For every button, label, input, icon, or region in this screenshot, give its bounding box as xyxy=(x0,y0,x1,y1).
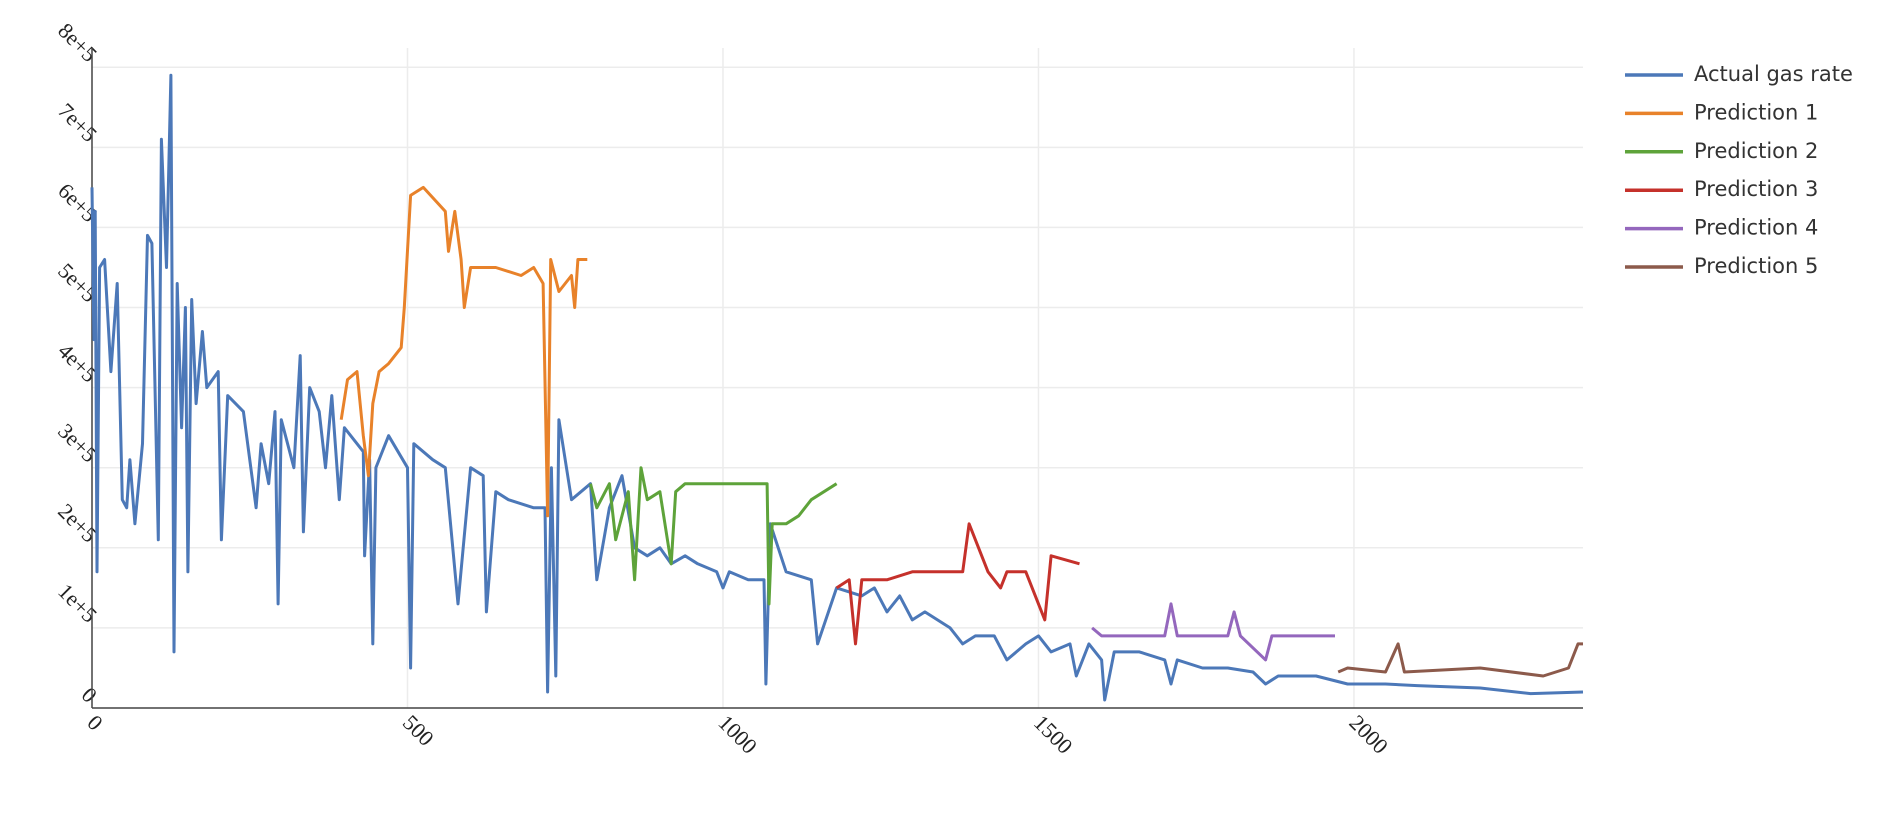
y-tick-label: 1e+5 xyxy=(53,579,102,628)
y-tick-label: 7e+5 xyxy=(53,98,102,147)
legend-label: Prediction 1 xyxy=(1694,100,1818,124)
y-tick-label: 8e+5 xyxy=(53,18,102,67)
legend-label: Prediction 3 xyxy=(1694,177,1818,201)
y-tick-label: 2e+5 xyxy=(53,498,102,547)
legend-label: Actual gas rate xyxy=(1694,62,1853,86)
x-tick-label: 500 xyxy=(398,710,439,751)
series-line xyxy=(1091,602,1335,662)
series-line xyxy=(1337,642,1583,678)
x-tick-label: 0 xyxy=(82,710,107,735)
series-line xyxy=(589,466,838,606)
series-line xyxy=(90,73,1584,702)
series-line xyxy=(835,522,1080,646)
legend-label: Prediction 5 xyxy=(1694,254,1818,278)
x-tick-label: 1500 xyxy=(1029,710,1078,759)
x-tick-label: 1000 xyxy=(713,710,762,759)
series-line xyxy=(339,185,588,518)
legend-label: Prediction 2 xyxy=(1694,139,1818,163)
x-tick-label: 2000 xyxy=(1344,710,1393,759)
y-tick-label: 0 xyxy=(77,682,102,707)
legend-label: Prediction 4 xyxy=(1694,216,1818,240)
